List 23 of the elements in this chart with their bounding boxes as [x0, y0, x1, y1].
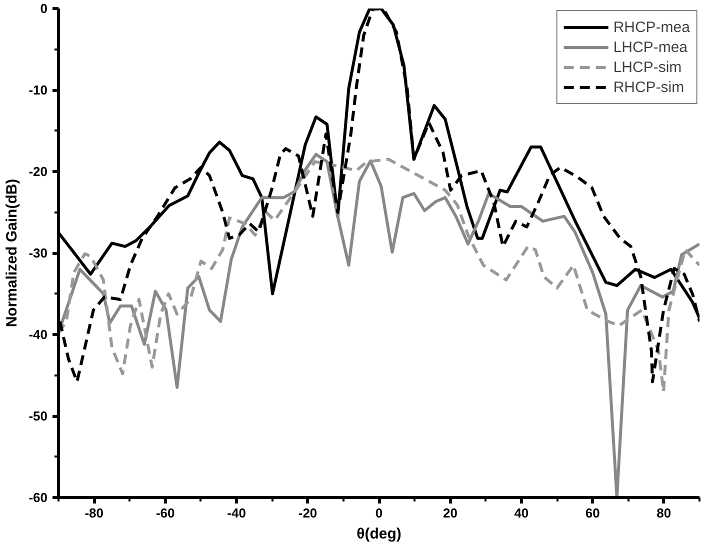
x-tick-label: 20 — [442, 506, 458, 520]
x-tick-label: -40 — [227, 506, 246, 520]
line-series — [58, 158, 700, 394]
x-tick-label: 0 — [375, 506, 383, 520]
y-tick-label: -60 — [28, 490, 48, 505]
x-tick-label: 40 — [514, 506, 529, 520]
x-tick-label: -20 — [298, 506, 318, 520]
y-tick-label: -40 — [28, 327, 48, 342]
y-tick-label: -30 — [28, 246, 48, 260]
x-tick-label: 80 — [656, 506, 672, 520]
y-axis-title: Normalized Gain(dB) — [4, 178, 21, 328]
y-tick-label: -50 — [28, 408, 48, 424]
x-tick-label: -80 — [84, 506, 104, 520]
y-tick-label: 0 — [40, 1, 48, 16]
legend-label: RHCP-mea — [613, 18, 690, 36]
legend-label: LHCP-sim — [613, 58, 682, 76]
legend-label: LHCP-mea — [613, 38, 688, 56]
y-tick-label: -20 — [28, 164, 48, 179]
x-tick-label: 60 — [585, 506, 600, 520]
x-axis-title: θ(deg) — [356, 526, 402, 542]
x-tick-label: -60 — [156, 506, 175, 520]
y-tick-label: -10 — [28, 82, 48, 98]
legend-label: RHCP-sim — [613, 78, 684, 96]
